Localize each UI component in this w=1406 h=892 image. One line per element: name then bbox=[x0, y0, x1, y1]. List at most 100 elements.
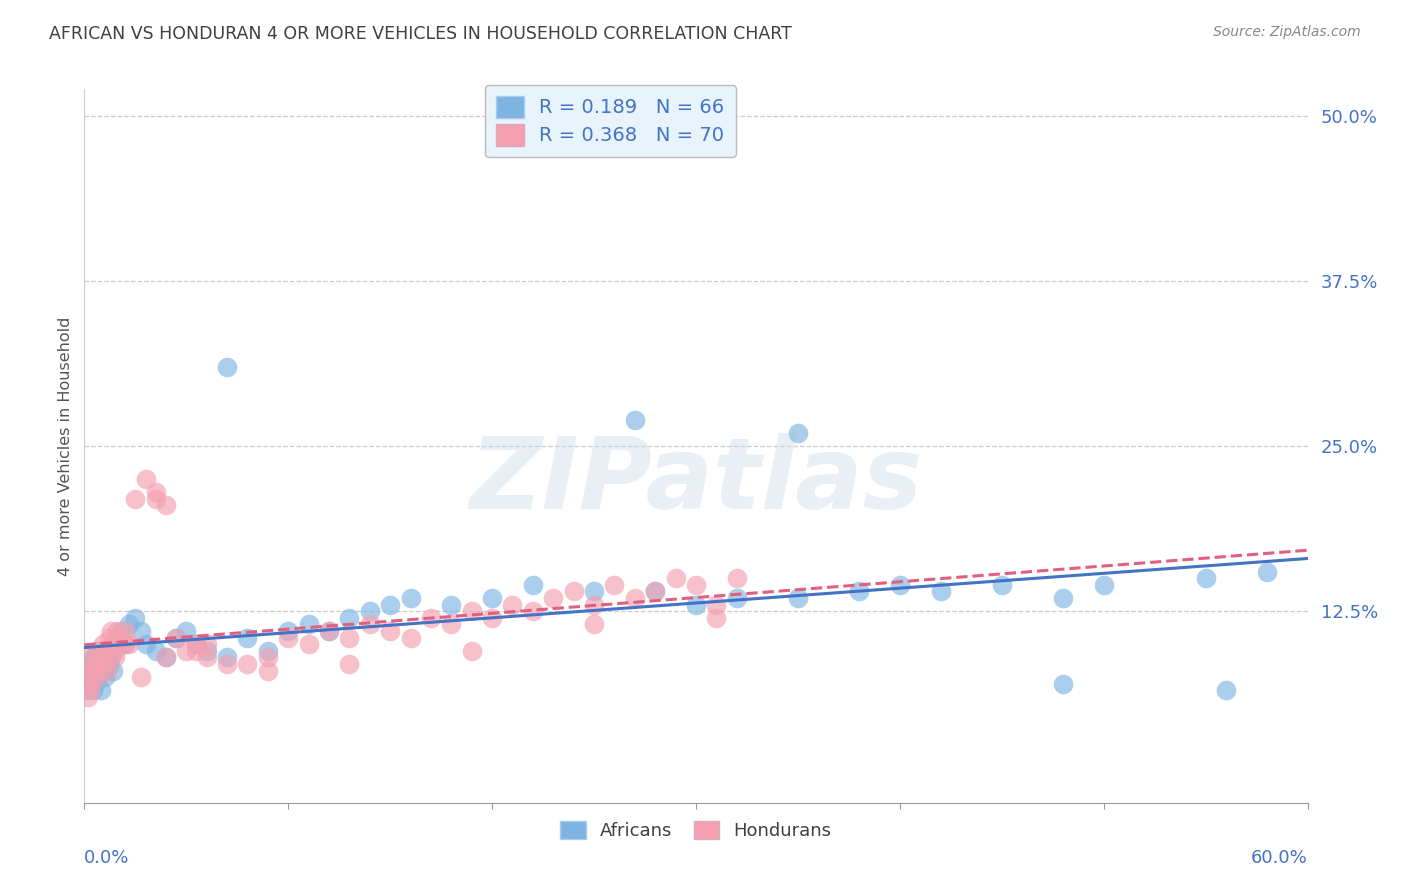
Point bbox=[725, 591, 748, 605]
Point bbox=[787, 591, 810, 605]
Point bbox=[101, 664, 124, 678]
Point bbox=[522, 604, 544, 618]
Point bbox=[583, 598, 606, 612]
Point bbox=[339, 631, 361, 645]
Point bbox=[174, 624, 197, 638]
Point bbox=[236, 631, 259, 645]
Point bbox=[603, 578, 626, 592]
Point bbox=[277, 631, 299, 645]
Point bbox=[257, 644, 280, 658]
Point bbox=[79, 664, 101, 678]
Point bbox=[77, 657, 100, 671]
Point bbox=[359, 617, 381, 632]
Point bbox=[155, 499, 177, 513]
Point bbox=[236, 657, 259, 671]
Point bbox=[502, 598, 524, 612]
Point bbox=[1092, 578, 1115, 592]
Point bbox=[83, 664, 105, 678]
Text: 0.0%: 0.0% bbox=[84, 849, 129, 867]
Point bbox=[145, 491, 167, 506]
Point bbox=[83, 677, 105, 691]
Point bbox=[165, 631, 187, 645]
Point bbox=[257, 650, 280, 665]
Point bbox=[889, 578, 911, 592]
Point bbox=[298, 617, 321, 632]
Point bbox=[83, 657, 105, 671]
Point bbox=[1256, 565, 1278, 579]
Point bbox=[118, 637, 141, 651]
Point bbox=[624, 412, 647, 426]
Point bbox=[461, 644, 484, 658]
Text: AFRICAN VS HONDURAN 4 OR MORE VEHICLES IN HOUSEHOLD CORRELATION CHART: AFRICAN VS HONDURAN 4 OR MORE VEHICLES I… bbox=[49, 25, 792, 43]
Point bbox=[848, 584, 870, 599]
Point bbox=[195, 644, 218, 658]
Point bbox=[86, 670, 108, 684]
Point bbox=[298, 637, 321, 651]
Point bbox=[86, 644, 108, 658]
Point bbox=[1215, 683, 1237, 698]
Point bbox=[79, 677, 101, 691]
Point bbox=[420, 611, 443, 625]
Point bbox=[165, 631, 187, 645]
Point bbox=[105, 631, 128, 645]
Point bbox=[217, 359, 239, 374]
Point bbox=[131, 624, 153, 638]
Point bbox=[583, 617, 606, 632]
Point bbox=[104, 650, 127, 665]
Point bbox=[114, 637, 136, 651]
Point bbox=[118, 617, 141, 632]
Point bbox=[77, 690, 100, 704]
Point bbox=[380, 598, 402, 612]
Point bbox=[104, 637, 127, 651]
Point bbox=[93, 664, 115, 678]
Point bbox=[195, 650, 218, 665]
Point bbox=[991, 578, 1014, 592]
Point bbox=[174, 644, 197, 658]
Point bbox=[101, 637, 124, 651]
Point bbox=[624, 591, 647, 605]
Point bbox=[79, 650, 101, 665]
Point bbox=[93, 650, 115, 665]
Point bbox=[725, 571, 748, 585]
Point bbox=[114, 624, 136, 638]
Point bbox=[82, 683, 104, 698]
Point bbox=[114, 637, 136, 651]
Point bbox=[79, 670, 101, 684]
Point bbox=[124, 611, 146, 625]
Point bbox=[86, 670, 108, 684]
Point bbox=[186, 637, 208, 651]
Point bbox=[90, 683, 112, 698]
Point bbox=[124, 491, 146, 506]
Point bbox=[131, 670, 153, 684]
Point bbox=[155, 650, 177, 665]
Point bbox=[644, 584, 666, 599]
Point bbox=[100, 624, 122, 638]
Point bbox=[104, 644, 127, 658]
Point bbox=[1052, 591, 1074, 605]
Point bbox=[481, 611, 503, 625]
Point bbox=[217, 650, 239, 665]
Point bbox=[787, 425, 810, 440]
Point bbox=[110, 624, 132, 638]
Point bbox=[1052, 677, 1074, 691]
Point bbox=[97, 657, 120, 671]
Point bbox=[91, 657, 114, 671]
Point bbox=[110, 631, 132, 645]
Point bbox=[440, 598, 463, 612]
Point bbox=[644, 584, 666, 599]
Point bbox=[145, 485, 167, 500]
Point bbox=[257, 664, 280, 678]
Point bbox=[522, 578, 544, 592]
Point bbox=[583, 584, 606, 599]
Point bbox=[100, 650, 122, 665]
Point bbox=[75, 677, 97, 691]
Text: Source: ZipAtlas.com: Source: ZipAtlas.com bbox=[1213, 25, 1361, 39]
Point bbox=[77, 664, 100, 678]
Point bbox=[82, 657, 104, 671]
Point bbox=[75, 670, 97, 684]
Point bbox=[186, 637, 208, 651]
Point bbox=[77, 683, 100, 698]
Point bbox=[685, 598, 707, 612]
Point bbox=[93, 657, 115, 671]
Point bbox=[93, 670, 115, 684]
